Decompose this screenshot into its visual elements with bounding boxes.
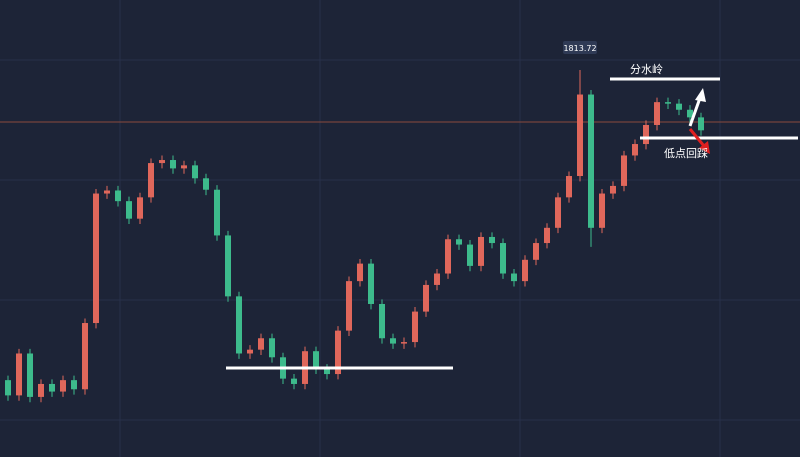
- candle-body: [489, 236, 495, 244]
- candle-body: [632, 144, 638, 156]
- candle-body: [478, 236, 484, 266]
- candle-body: [93, 193, 99, 324]
- candle-body: [225, 235, 231, 297]
- candle-body: [599, 193, 605, 228]
- candle-body: [533, 243, 539, 260]
- candle-body: [38, 383, 44, 397]
- candle-body: [126, 201, 132, 219]
- candle-body: [665, 102, 671, 104]
- candle-body: [60, 380, 66, 392]
- candle-body: [159, 160, 165, 164]
- candle-body: [566, 176, 572, 198]
- candle-body: [170, 160, 176, 169]
- candle-body: [423, 284, 429, 312]
- candle-body: [291, 378, 297, 384]
- candle-body: [82, 323, 88, 390]
- candle-body: [511, 273, 517, 282]
- candle-body: [467, 244, 473, 266]
- price-tag: [563, 40, 597, 54]
- candle-body: [522, 259, 528, 282]
- annotation: 低点回踩: [664, 147, 708, 160]
- candle-body: [313, 351, 319, 369]
- candle-body: [324, 368, 330, 375]
- candle-body: [434, 273, 440, 285]
- annotation: 分水岭: [630, 62, 663, 76]
- candle-body: [148, 163, 154, 198]
- candle-body: [577, 94, 583, 177]
- candle-body: [192, 165, 198, 179]
- candle-body: [346, 281, 352, 331]
- candle-body: [621, 155, 627, 186]
- price-tag-label: 1813.72: [563, 44, 596, 53]
- candle-body: [357, 263, 363, 282]
- candle-body: [555, 197, 561, 228]
- candle-body: [610, 185, 616, 194]
- candle-body: [643, 124, 649, 145]
- candle-body: [687, 109, 693, 118]
- candle-body: [335, 330, 341, 375]
- candle-body: [181, 165, 187, 169]
- candle-body: [456, 239, 462, 245]
- candle-body: [203, 178, 209, 190]
- candle-body: [544, 227, 550, 244]
- candle-body: [379, 303, 385, 339]
- candle-body: [214, 189, 220, 236]
- candle-body: [71, 380, 77, 390]
- candle-body: [247, 349, 253, 354]
- candle-body: [5, 380, 11, 396]
- candles: [5, 69, 704, 403]
- candle-body: [115, 190, 121, 202]
- candle-body: [390, 338, 396, 344]
- candle-body: [104, 190, 110, 194]
- candle-body: [236, 296, 242, 354]
- candle-body: [588, 94, 594, 228]
- up-arrow: [688, 88, 706, 127]
- candle-body: [676, 103, 682, 110]
- candle-body: [269, 338, 275, 358]
- candle-body: [137, 197, 143, 219]
- candle-body: [654, 102, 660, 125]
- candle-body: [500, 243, 506, 274]
- candle-body: [27, 353, 33, 397]
- down-arrow: [688, 128, 710, 154]
- candle-body: [49, 383, 55, 392]
- candle-body: [258, 338, 264, 350]
- candle-body: [368, 263, 374, 304]
- candle-body: [401, 342, 407, 344]
- candle-body: [445, 239, 451, 274]
- candle-body: [16, 353, 22, 396]
- candle-body: [412, 311, 418, 343]
- candle-body: [698, 117, 704, 131]
